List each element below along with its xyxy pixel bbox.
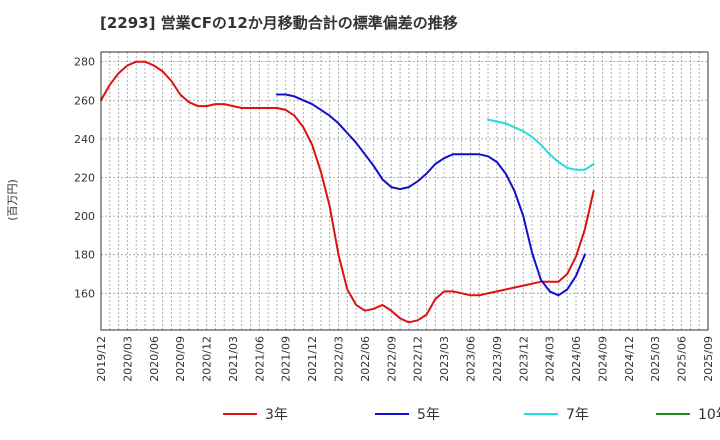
series-layer (100, 60, 595, 324)
x-tick-label: 2019/12 (95, 336, 108, 382)
series-line-7年 (487, 118, 595, 171)
y-tick-label: 280 (74, 56, 95, 69)
x-tick-label: 2024/09 (596, 336, 609, 382)
legend-label-7年: 7年 (566, 407, 589, 423)
x-tick-label: 2023/03 (438, 336, 451, 382)
x-tick-label: 2022/12 (412, 336, 425, 382)
x-tick-label: 2023/06 (464, 336, 477, 382)
x-tick-label: 2021/12 (306, 336, 319, 382)
plot-frame (100, 51, 709, 331)
x-tick-label: 2022/09 (385, 336, 398, 382)
x-tick-label: 2023/12 (517, 336, 530, 382)
x-tick-labels: 2019/12 2020/03 2020/06 2020/09 2020/12 2021/… (95, 336, 715, 382)
y-tick-label: 160 (74, 287, 95, 300)
grid (100, 52, 709, 330)
plot-area (101, 52, 708, 330)
y-tick-labels: 160 180 200 220 240 260 280 (74, 56, 95, 301)
x-tick-label: 2021/09 (280, 336, 293, 382)
legend-label-5年: 5年 (417, 407, 440, 423)
x-tick-label: 2024/03 (544, 336, 557, 382)
y-tick-label: 260 (74, 94, 95, 107)
chart-title: [2293] 営業CFの12か月移動合計の標準偏差の推移 (100, 14, 458, 32)
x-tick-label: 2025/06 (676, 336, 689, 382)
x-tick-label: 2021/06 (253, 336, 266, 382)
y-tick-label: 240 (74, 133, 95, 146)
legend-label-3年: 3年 (265, 407, 288, 423)
y-axis-label: (百万円) (6, 179, 19, 221)
y-tick-label: 180 (74, 249, 95, 262)
x-tick-label: 2025/09 (702, 336, 715, 382)
x-tick-label: 2023/09 (491, 336, 504, 382)
x-tick-label: 2022/03 (333, 336, 346, 382)
x-tick-label: 2024/12 (623, 336, 636, 382)
x-tick-label: 2021/03 (227, 336, 240, 382)
x-tick-label: 2020/12 (201, 336, 214, 382)
series-line-3年 (100, 60, 595, 324)
x-tick-label: 2020/03 (121, 336, 134, 382)
x-tick-label: 2020/06 (148, 336, 161, 382)
x-tick-label: 2024/06 (570, 336, 583, 382)
legend-label-10年: 10年 (698, 407, 720, 423)
y-tick-label: 200 (74, 210, 95, 223)
x-tick-label: 2025/03 (649, 336, 662, 382)
y-tick-label: 220 (74, 171, 95, 184)
legend: 3年 5年 7年 10年 (223, 407, 720, 423)
series-line-5年 (275, 93, 586, 297)
x-tick-label: 2022/06 (359, 336, 372, 382)
x-tick-label: 2020/09 (174, 336, 187, 382)
